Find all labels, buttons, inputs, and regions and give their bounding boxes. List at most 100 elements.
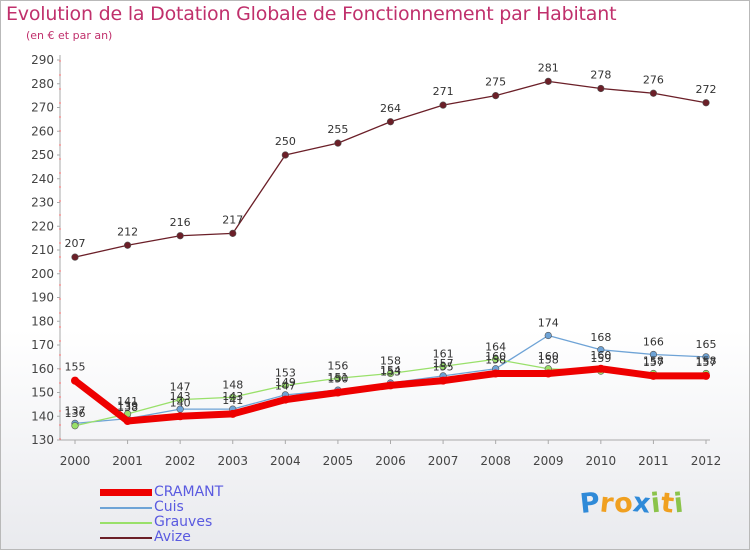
- data-label-avize: 275: [485, 76, 506, 89]
- x-tick-label: 2007: [428, 454, 459, 468]
- x-tick-label: 2010: [586, 454, 617, 468]
- data-label-avize: 250: [275, 135, 296, 148]
- data-point-cramant: [649, 371, 658, 380]
- legend-label: Avize: [154, 529, 191, 545]
- data-point-cuis: [597, 346, 605, 354]
- chart-legend: CRAMANT Cuis Grauves Avize: [100, 485, 223, 545]
- data-label-cramant: 147: [275, 380, 296, 393]
- data-point-grauves: [386, 369, 395, 378]
- data-point-avize: [334, 139, 342, 147]
- proxiti-logo: Proxiti: [578, 487, 686, 520]
- data-label-cuis: 151: [327, 371, 348, 384]
- data-point-cramant: [123, 417, 132, 425]
- data-label-grauves: 158: [696, 355, 717, 368]
- data-point-avize: [702, 99, 710, 107]
- data-label-cuis: 139: [117, 400, 138, 413]
- data-label-grauves: 153: [275, 366, 296, 379]
- chart-title: Evolution de la Dotation Globale de Fonc…: [6, 3, 617, 25]
- data-label-avize: 272: [696, 83, 717, 96]
- x-tick-label: 2008: [480, 454, 511, 468]
- legend-label: Cuis: [154, 499, 184, 515]
- data-point-grauves: [229, 393, 237, 401]
- y-tick-label: 290: [31, 53, 54, 67]
- data-point-cramant: [281, 395, 290, 404]
- data-point-avize: [597, 84, 605, 93]
- y-tick-label: 230: [31, 196, 54, 210]
- data-label-grauves: 159: [590, 352, 611, 365]
- data-point-cramant: [596, 364, 605, 373]
- data-label-cuis: 160: [485, 350, 506, 363]
- data-point-cramant: [386, 381, 395, 390]
- data-point-avize: [123, 241, 132, 249]
- x-tick-label: 2000: [60, 454, 91, 468]
- data-point-cramant: [71, 376, 79, 385]
- data-point-avize: [386, 118, 395, 126]
- x-tick-label: 2006: [375, 454, 406, 468]
- data-point-avize: [544, 77, 552, 85]
- y-tick-label: 140: [31, 409, 54, 423]
- data-point-cramant: [176, 412, 185, 421]
- data-label-cramant: 141: [222, 394, 243, 407]
- data-label-cuis: 157: [433, 357, 454, 370]
- data-label-grauves: 147: [170, 381, 191, 394]
- x-tick-label: 2005: [323, 454, 354, 468]
- data-label-cramant: 140: [170, 396, 191, 409]
- legend-swatch: [100, 536, 152, 539]
- data-label-cramant: 157: [696, 356, 717, 369]
- data-label-cramant: 158: [538, 354, 559, 367]
- data-point-grauves: [176, 396, 184, 404]
- data-label-cuis: 154: [380, 364, 401, 377]
- y-tick-label: 200: [31, 267, 54, 281]
- y-tick-label: 280: [31, 77, 54, 91]
- logo-letter: i: [672, 487, 686, 520]
- data-label-avize: 264: [380, 102, 401, 115]
- data-label-avize: 276: [643, 73, 664, 86]
- data-point-cramant: [702, 371, 710, 380]
- data-point-grauves: [281, 381, 289, 389]
- data-label-avize: 255: [327, 123, 348, 136]
- data-label-cramant: 138: [117, 401, 138, 414]
- legend-item-grauves: Grauves: [100, 515, 223, 530]
- data-label-grauves: 161: [433, 347, 454, 360]
- legend-label: CRAMANT: [154, 484, 224, 500]
- y-tick-label: 250: [31, 148, 54, 162]
- data-label-avize: 217: [222, 213, 243, 226]
- data-label-cramant: 155: [433, 361, 454, 374]
- y-tick-label: 210: [31, 243, 54, 257]
- data-label-grauves: 136: [65, 407, 86, 420]
- data-label-avize: 271: [433, 85, 454, 98]
- data-point-grauves: [334, 374, 342, 382]
- data-label-cuis: 165: [696, 338, 717, 351]
- legend-item-cramant: CRAMANT: [100, 485, 223, 500]
- data-label-grauves: 156: [327, 359, 348, 372]
- data-point-avize: [281, 151, 289, 159]
- legend-swatch: [100, 521, 152, 524]
- data-label-avize: 212: [117, 225, 138, 238]
- data-point-cuis: [544, 331, 552, 340]
- x-tick-label: 2004: [270, 454, 301, 468]
- data-label-grauves: 141: [117, 395, 138, 408]
- x-tick-label: 2009: [533, 454, 564, 468]
- y-tick-label: 150: [31, 386, 54, 400]
- data-label-cuis: 166: [643, 336, 664, 349]
- x-tick-label: 2002: [165, 454, 196, 468]
- data-label-cuis: 168: [590, 331, 611, 344]
- y-tick-label: 180: [31, 314, 54, 328]
- data-label-cramant: 160: [590, 349, 611, 362]
- legend-item-avize: Avize: [100, 530, 223, 545]
- data-point-grauves: [71, 422, 79, 430]
- data-point-avize: [176, 232, 184, 240]
- y-tick-label: 170: [31, 338, 54, 352]
- chart-subtitle: (en € et par an): [26, 29, 113, 42]
- x-tick-label: 2011: [638, 454, 669, 468]
- data-point-avize: [439, 101, 447, 109]
- data-label-cramant: 157: [643, 356, 664, 369]
- data-point-avize: [492, 92, 500, 100]
- y-tick-label: 260: [31, 124, 54, 138]
- data-label-avize: 207: [65, 237, 86, 250]
- legend-item-cuis: Cuis: [100, 500, 223, 515]
- data-label-grauves: 158: [380, 355, 401, 368]
- data-label-grauves: 164: [485, 340, 506, 353]
